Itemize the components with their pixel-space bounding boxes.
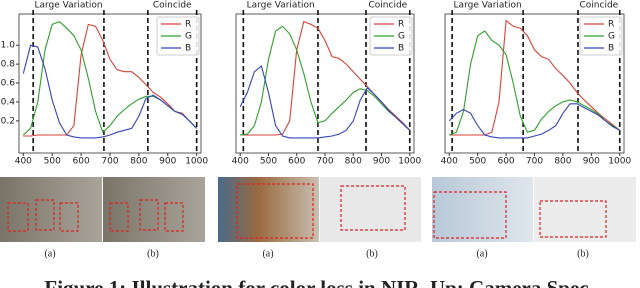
legend-label: B xyxy=(608,44,614,54)
photo xyxy=(0,177,102,242)
photo xyxy=(432,177,533,242)
x-tick-label: 800 xyxy=(130,157,147,167)
annotation: Large Variation xyxy=(247,1,315,11)
annotation: Coincide xyxy=(580,1,619,11)
legend-label: G xyxy=(398,32,405,42)
y-tick-label: 0.2 xyxy=(1,116,15,126)
series-line xyxy=(23,23,198,137)
legend-label: B xyxy=(185,44,191,54)
photo xyxy=(218,177,319,242)
y-tick-label: 0.8 xyxy=(1,60,16,70)
series-line xyxy=(239,65,411,139)
legend-label: R xyxy=(185,20,191,30)
boxes xyxy=(7,183,607,239)
annotation: Large Variation xyxy=(34,1,102,11)
x-tick-label: 800 xyxy=(554,157,571,167)
x-tick-label: 600 xyxy=(73,157,90,167)
y-tick-label: 1.0 xyxy=(1,41,16,51)
legend-label: B xyxy=(398,44,404,54)
x-tick-label: 700 xyxy=(101,157,118,167)
photo xyxy=(103,177,205,242)
series-line xyxy=(448,103,620,139)
legend-label: G xyxy=(185,32,192,42)
image-label: (b) xyxy=(366,248,378,259)
image-label: (a) xyxy=(262,248,273,259)
legend-label: G xyxy=(608,32,615,42)
x-tick-label: 700 xyxy=(316,157,333,167)
legend-label: R xyxy=(608,20,614,30)
annotation: Coincide xyxy=(369,1,408,11)
x-tick-label: 800 xyxy=(345,157,362,167)
x-tick-label: 1000 xyxy=(398,157,421,167)
series-line xyxy=(449,19,621,136)
annotation: Coincide xyxy=(153,1,192,11)
x-tick-label: 400 xyxy=(232,157,249,167)
x-tick-label: 600 xyxy=(497,157,514,167)
x-tick-label: 400 xyxy=(441,157,458,167)
x-tick-label: 500 xyxy=(260,157,277,167)
y-tick-label: 0.4 xyxy=(1,97,16,107)
series-line xyxy=(449,30,621,136)
x-tick-label: 500 xyxy=(44,157,61,167)
series-line xyxy=(22,44,198,139)
image-label: (a) xyxy=(44,248,55,259)
image-label: (b) xyxy=(147,248,159,259)
x-tick-label: 900 xyxy=(159,157,176,167)
photo xyxy=(320,177,421,242)
image-label: (b) xyxy=(577,248,589,259)
photo xyxy=(534,177,636,242)
y-tick-label: 0.6 xyxy=(1,79,16,89)
photos xyxy=(0,177,636,242)
caption: Figure 1: Illustration for color loss in… xyxy=(44,276,595,288)
x-tick-label: 400 xyxy=(15,157,32,167)
x-tick-label: 1000 xyxy=(185,157,208,167)
x-tick-label: 900 xyxy=(583,157,600,167)
series-line xyxy=(240,25,411,136)
annotation: Large Variation xyxy=(454,1,522,11)
x-tick-label: 500 xyxy=(469,157,486,167)
image-label: (a) xyxy=(476,248,487,259)
legend-label: R xyxy=(398,20,404,30)
x-tick-label: 900 xyxy=(373,157,390,167)
x-tick-label: 1000 xyxy=(608,157,631,167)
x-tick-label: 700 xyxy=(526,157,543,167)
x-tick-label: 600 xyxy=(288,157,305,167)
